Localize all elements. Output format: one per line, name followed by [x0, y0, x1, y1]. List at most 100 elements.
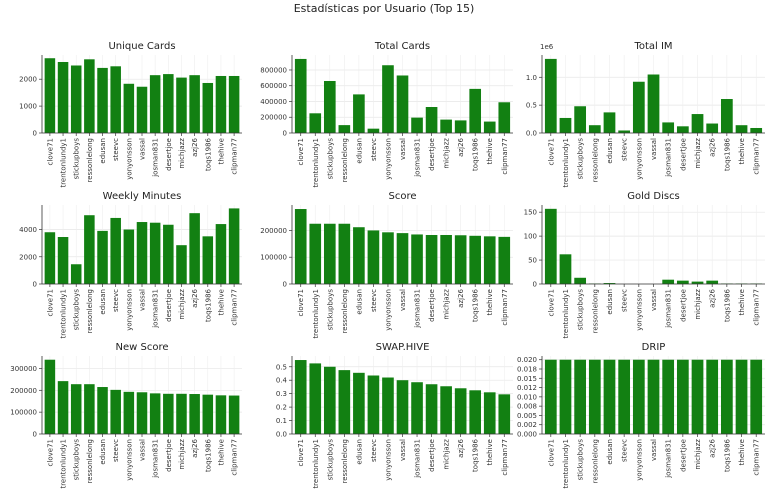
x-tick-label: thehive [738, 138, 746, 164]
bar [228, 208, 240, 284]
bar [662, 359, 675, 434]
bar [84, 384, 95, 434]
x-tick-label: yonyonsson [125, 138, 133, 180]
y-tick-label: 100000 [10, 409, 37, 417]
x-tick-label: stickupboys [73, 289, 81, 331]
x-tick-label: clipman77 [753, 138, 761, 175]
x-tick-label: vassal [399, 439, 407, 461]
bar [425, 107, 438, 133]
x-tick-label: trentonlundy1 [562, 289, 570, 339]
bar [691, 281, 704, 284]
bar [123, 391, 135, 434]
x-tick-label: thehive [217, 138, 225, 164]
bar [97, 230, 108, 284]
y-tick-label: 0 [33, 130, 37, 138]
bar [189, 75, 200, 133]
y-tick-label: 0.4 [276, 377, 288, 385]
bar [84, 215, 95, 284]
bar [411, 382, 423, 434]
y-tick-label: 0.2 [276, 404, 287, 412]
x-tick-label: josman831 [414, 138, 422, 178]
bar [396, 75, 409, 133]
bar [720, 99, 733, 133]
x-tick-label: stickupboys [326, 138, 334, 180]
x-tick-label: trentonlundy1 [312, 138, 320, 188]
bar [110, 389, 121, 434]
x-tick-label: edusan [355, 138, 363, 164]
x-tick-label: desertjoe [679, 439, 687, 472]
bar [163, 74, 174, 133]
x-tick-label: michjazz [178, 439, 186, 470]
x-tick-label: ressonlelong [591, 289, 599, 333]
bar [706, 123, 719, 133]
x-tick-label: ressonlelong [86, 439, 94, 483]
x-tick-label: clove71 [547, 138, 555, 165]
bar [176, 245, 187, 284]
x-tick-label: edusan [606, 138, 614, 164]
x-tick-label: clipman77 [753, 289, 761, 326]
x-tick-label: trentonlundy1 [562, 439, 570, 489]
bar [574, 277, 587, 284]
x-tick-label: azj26 [457, 137, 465, 156]
x-tick-label: clove71 [46, 289, 54, 316]
y-tick-label: 0.002 [517, 421, 537, 429]
x-tick-label: josman831 [414, 289, 422, 329]
bar [544, 58, 557, 133]
bar [440, 234, 452, 284]
y-tick-label: 0.015 [517, 375, 537, 383]
x-tick-label: vassal [399, 138, 407, 160]
bar [735, 359, 748, 434]
bar [110, 66, 121, 133]
x-tick-label: thehive [486, 289, 494, 315]
y-tick-label: 0 [533, 281, 537, 289]
x-tick-label: steevc [112, 439, 120, 462]
bar [750, 127, 763, 133]
bar [176, 77, 187, 133]
bar [149, 75, 161, 133]
bar [367, 230, 380, 284]
x-tick-label: clove71 [46, 138, 54, 165]
y-tick-label: 0.0 [276, 431, 287, 439]
axis-multiplier: 1e6 [540, 43, 554, 51]
x-tick-label: toqs1986 [723, 137, 731, 170]
x-tick-label: josman831 [152, 439, 160, 479]
y-tick-label: 100 [524, 233, 537, 241]
subplot-title: Unique Cards [108, 41, 175, 52]
x-tick-label: azj26 [191, 438, 199, 457]
x-tick-label: desertjoe [165, 138, 173, 171]
y-tick-label: 0.3 [276, 390, 287, 398]
bar [323, 366, 336, 434]
bar [189, 394, 200, 434]
x-tick-label: thehive [217, 289, 225, 315]
bar [483, 121, 496, 133]
y-tick-label: 0 [33, 431, 37, 439]
y-tick-label: 0.020 [517, 356, 537, 364]
x-tick-label: yonyonsson [125, 439, 133, 481]
x-tick-label: josman831 [665, 439, 673, 479]
x-tick-label: ressonlelong [591, 138, 599, 182]
bar [123, 229, 135, 284]
subplot-title: New Score [116, 342, 169, 353]
bar [202, 236, 214, 284]
bar [367, 128, 380, 133]
bar [57, 61, 69, 133]
bar [574, 359, 587, 434]
bar [382, 65, 394, 133]
x-tick-label: stickupboys [577, 138, 585, 180]
y-tick-label: 2000 [19, 76, 37, 84]
x-tick-label: michjazz [443, 289, 451, 320]
bar [676, 359, 689, 434]
x-tick-label: clipman77 [753, 439, 761, 476]
y-tick-label: 0.000 [517, 431, 537, 439]
x-tick-label: ressonlelong [591, 439, 599, 483]
x-tick-label: trentonlundy1 [312, 289, 320, 339]
x-tick-label: yonyonsson [384, 439, 392, 481]
x-tick-label: ressonlelong [341, 138, 349, 182]
y-tick-label: 200000 [260, 114, 287, 122]
x-tick-label: desertjoe [428, 289, 436, 322]
x-tick-label: toqs1986 [204, 288, 212, 321]
bar [396, 233, 409, 284]
x-tick-label: toqs1986 [723, 288, 731, 321]
x-tick-label: thehive [738, 439, 746, 465]
bar [163, 393, 174, 434]
